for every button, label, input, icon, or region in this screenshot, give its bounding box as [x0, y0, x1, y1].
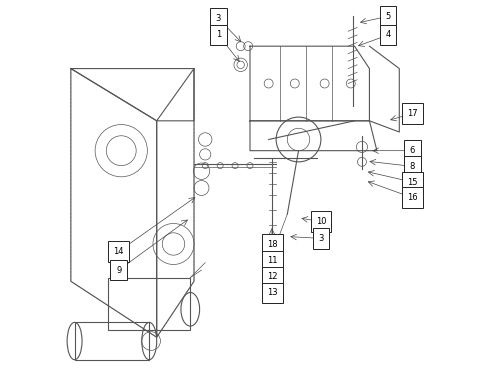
FancyBboxPatch shape [262, 283, 282, 303]
Text: 10: 10 [316, 217, 326, 226]
Text: 3: 3 [318, 234, 324, 243]
FancyBboxPatch shape [262, 267, 282, 287]
Text: 16: 16 [407, 193, 418, 202]
FancyBboxPatch shape [380, 6, 396, 27]
Text: 3: 3 [216, 14, 221, 23]
FancyBboxPatch shape [312, 228, 330, 249]
Text: 14: 14 [114, 247, 124, 256]
Text: 12: 12 [267, 272, 278, 281]
Text: 11: 11 [267, 256, 278, 265]
Bar [74, 322, 149, 360]
FancyBboxPatch shape [402, 172, 422, 192]
FancyBboxPatch shape [380, 25, 396, 45]
FancyBboxPatch shape [210, 8, 226, 29]
FancyBboxPatch shape [404, 156, 420, 177]
FancyBboxPatch shape [310, 211, 331, 232]
Text: 9: 9 [116, 265, 121, 274]
FancyBboxPatch shape [110, 260, 127, 280]
FancyBboxPatch shape [108, 241, 129, 262]
Text: 17: 17 [407, 109, 418, 118]
Text: 8: 8 [410, 162, 415, 171]
Text: 6: 6 [410, 146, 415, 155]
Text: 4: 4 [386, 30, 390, 39]
FancyBboxPatch shape [210, 25, 226, 45]
Text: 5: 5 [386, 12, 390, 21]
Text: 1: 1 [216, 30, 221, 39]
Text: 18: 18 [267, 240, 278, 249]
Text: 15: 15 [407, 177, 418, 186]
FancyBboxPatch shape [402, 103, 422, 124]
FancyBboxPatch shape [262, 235, 282, 255]
Text: 13: 13 [267, 288, 278, 297]
Bar [108, 277, 190, 330]
FancyBboxPatch shape [404, 140, 420, 161]
FancyBboxPatch shape [402, 188, 422, 208]
FancyBboxPatch shape [262, 250, 282, 271]
